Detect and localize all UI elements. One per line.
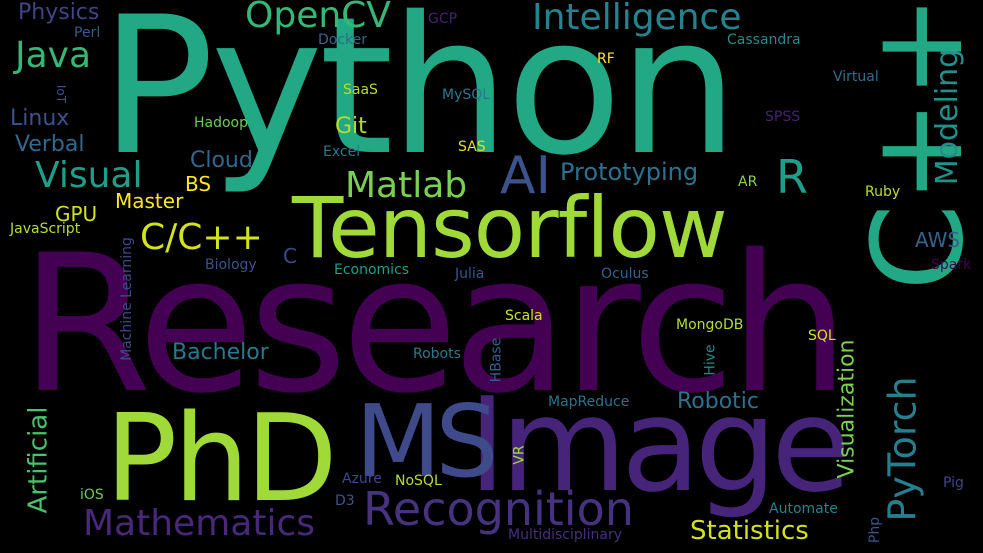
word-scala: Scala	[505, 308, 543, 324]
word-recognition: Recognition	[363, 482, 634, 536]
word-bs: BS	[185, 172, 212, 196]
word-virtual: Virtual	[833, 69, 879, 85]
word-multidisciplinary: Multidisciplinary	[508, 527, 623, 543]
word-biology: Biology	[205, 257, 257, 273]
word-prototyping: Prototyping	[560, 158, 699, 186]
word-robots: Robots	[413, 346, 461, 362]
word-pytorch: PyTorch	[880, 376, 925, 522]
word-tensorflow: Tensorflow	[292, 179, 728, 277]
word-automate: Automate	[769, 501, 838, 517]
word-intelligence: Intelligence	[532, 0, 742, 38]
word-vr: VR	[511, 445, 528, 465]
word-gcp: GCP	[428, 11, 458, 27]
word-ms: MS	[355, 383, 499, 500]
word-aws: AWS	[915, 228, 961, 252]
word-visualization: Visualization	[834, 339, 860, 479]
word-spss: SPSS	[765, 109, 801, 125]
word-perl: Perl	[74, 25, 101, 41]
word-bachelor: Bachelor	[172, 340, 269, 365]
word-java: Java	[15, 35, 92, 76]
word-c: C	[283, 244, 297, 268]
word-saas: SaaS	[343, 82, 378, 98]
word-rf: RF	[597, 51, 615, 67]
word-verbal: Verbal	[15, 132, 85, 157]
word-gpu: GPU	[55, 202, 98, 226]
word-oculus: Oculus	[601, 266, 649, 282]
word-mapreduce: MapReduce	[548, 394, 630, 410]
word-ios: iOS	[80, 487, 104, 503]
word-hbase: HBase	[488, 337, 505, 383]
word-master: Master	[115, 189, 184, 213]
word-artificial: Artificial	[23, 406, 54, 514]
word-excel: Excel	[323, 144, 361, 160]
word-cassandra: Cassandra	[727, 32, 801, 48]
word-python: Python	[100, 0, 739, 197]
word-matlab: Matlab	[345, 165, 468, 206]
word-cloud: Cloud	[190, 148, 253, 173]
word-modeling: Modeling	[930, 48, 966, 186]
word-docker: Docker	[318, 32, 368, 48]
word-mongodb: MongoDB	[676, 317, 744, 333]
word-git: Git	[335, 114, 367, 139]
word-julia: Julia	[455, 266, 485, 282]
word-sql: SQL	[808, 328, 836, 344]
word-azure: Azure	[342, 471, 382, 487]
word-mysql: MySQL	[442, 87, 491, 103]
word-iot: IoT	[54, 84, 69, 104]
word-economics: Economics	[334, 262, 410, 278]
word-d3: D3	[335, 493, 355, 509]
word-ruby: Ruby	[865, 184, 901, 200]
word-pig: Pig	[943, 475, 964, 491]
word-opencv: OpenCV	[245, 0, 391, 36]
word-visual: Visual	[35, 155, 143, 196]
word-cc: C/C++	[140, 217, 263, 258]
word-research: Research	[20, 214, 850, 435]
word-spark: Spark	[931, 257, 972, 273]
word-javascript: JavaScript	[10, 221, 81, 237]
word-linux: Linux	[10, 106, 70, 131]
word-robotic: Robotic	[677, 389, 760, 414]
word-r: R	[776, 150, 808, 204]
word-sas: SAS	[458, 139, 486, 155]
word-hadoop: Hadoop	[194, 115, 249, 131]
word-mathematics: Mathematics	[83, 503, 315, 544]
word-ar: AR	[738, 174, 758, 190]
word-ai: AI	[500, 146, 551, 206]
word-machine-learning: Machine Learning	[118, 237, 135, 361]
word-hive: Hive	[702, 344, 719, 376]
word-php: Php	[867, 516, 884, 544]
word-physics: Physics	[18, 0, 100, 25]
word-statistics: Statistics	[690, 516, 809, 546]
word-phd: PhD	[105, 390, 338, 529]
word-nosql: NoSQL	[395, 473, 442, 489]
word-image: Image	[468, 369, 851, 521]
